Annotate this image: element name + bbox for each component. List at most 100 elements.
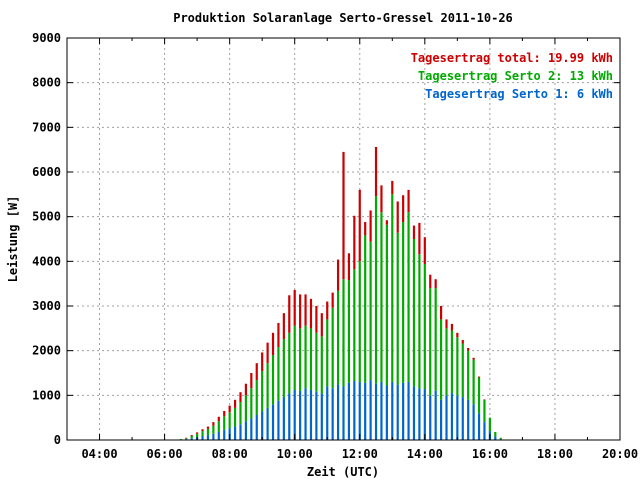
bar-serto-2	[320, 336, 323, 394]
bar-total	[326, 301, 329, 320]
bar-total	[385, 220, 388, 225]
y-tick-label: 3000	[32, 299, 61, 313]
bar-serto-2	[477, 377, 481, 414]
bar-serto-1	[304, 388, 307, 440]
bar-serto-2	[309, 328, 313, 390]
bar-total	[190, 435, 193, 436]
bar-serto-1	[277, 400, 280, 440]
bar-total	[266, 342, 269, 364]
y-tick-label: 9000	[32, 31, 61, 45]
bar-total	[483, 399, 486, 400]
bar-serto-1	[396, 384, 399, 440]
bar-serto-1	[385, 385, 388, 440]
bar-serto-1	[369, 380, 372, 440]
bar-serto-2	[402, 222, 405, 383]
bar-serto-1	[434, 390, 437, 440]
bar-serto-1	[439, 399, 443, 440]
x-tick-label: 06:00	[147, 447, 183, 461]
bar-total	[358, 189, 361, 262]
bar-total	[418, 222, 421, 255]
bar-total	[434, 279, 437, 289]
bar-total	[477, 376, 481, 378]
x-axis-label: Zeit (UTC)	[307, 465, 379, 479]
bar-total	[196, 432, 199, 434]
bar-serto-1	[402, 382, 405, 440]
bar-serto-2	[488, 417, 491, 432]
bar-total	[429, 274, 432, 289]
bar-serto-2	[266, 363, 269, 408]
bar-serto-1	[223, 429, 226, 440]
bar-serto-2	[467, 350, 470, 400]
bar-serto-1	[206, 435, 210, 440]
bar-serto-2	[239, 402, 242, 425]
bar-serto-2	[385, 224, 388, 386]
bars	[179, 146, 502, 441]
bar-serto-1	[271, 404, 275, 440]
y-tick-label: 7000	[32, 120, 61, 134]
bar-total	[288, 295, 291, 333]
bar-total	[261, 352, 264, 372]
bar-serto-2	[288, 332, 291, 394]
x-tick-label: 20:00	[602, 447, 638, 461]
y-tick-label: 1000	[32, 388, 61, 402]
bar-serto-2	[336, 290, 340, 385]
chart-title: Produktion Solaranlage Serto-Gressel 201…	[173, 11, 513, 25]
bar-serto-2	[445, 328, 448, 396]
y-tick-label: 4000	[32, 254, 61, 268]
bar-serto-1	[255, 414, 258, 440]
bar-serto-2	[277, 347, 280, 401]
bar-serto-2	[282, 339, 285, 398]
x-tick-label: 04:00	[81, 447, 117, 461]
bar-serto-2	[499, 437, 502, 440]
bar-total	[239, 392, 242, 403]
bar-serto-1	[201, 435, 204, 440]
bar-serto-1	[282, 397, 285, 440]
bar-total	[320, 313, 323, 337]
bar-total	[461, 339, 464, 344]
bar-serto-1	[353, 381, 356, 440]
bar-total	[336, 259, 340, 291]
bar-serto-1	[450, 393, 454, 440]
bar-total	[244, 383, 248, 396]
plot-frame	[66, 37, 621, 441]
legend-serto-2: Tagesertrag Serto 2: 13 kWh	[418, 69, 613, 83]
bar-serto-2	[358, 261, 361, 382]
bar-serto-2	[293, 325, 296, 390]
bar-serto-1	[358, 381, 361, 440]
bar-serto-2	[450, 330, 454, 394]
x-tick-label: 16:00	[472, 447, 508, 461]
bar-serto-1	[261, 411, 264, 440]
bar-total	[185, 437, 188, 439]
bar-serto-2	[299, 328, 302, 391]
bar-total	[364, 222, 367, 236]
bar-serto-2	[212, 425, 215, 434]
bar-total	[412, 225, 416, 239]
bar-serto-2	[315, 332, 318, 392]
bar-serto-2	[326, 319, 329, 387]
x-tick-label: 14:00	[407, 447, 443, 461]
bar-total	[374, 146, 378, 197]
bar-serto-1	[293, 389, 296, 440]
bar-total	[223, 410, 226, 417]
bar-serto-1	[347, 382, 351, 440]
bar-serto-1	[374, 383, 378, 440]
bar-serto-1	[472, 404, 475, 440]
bar-serto-2	[364, 235, 367, 383]
bar-serto-1	[407, 381, 410, 440]
x-tick-label: 10:00	[277, 447, 313, 461]
bar-serto-2	[380, 212, 383, 382]
bar-serto-1	[477, 413, 481, 440]
bar-serto-2	[374, 196, 378, 384]
bar-serto-1	[250, 418, 253, 440]
bar-total	[299, 294, 302, 329]
legend-total: Tagesertrag total: 19.99 kWh	[411, 51, 613, 65]
bar-serto-1	[266, 407, 269, 440]
bar-serto-2	[434, 288, 437, 391]
y-tick-label: 5000	[32, 210, 61, 224]
bar-total	[233, 399, 237, 408]
y-axis-label: Leistung [W]	[6, 196, 20, 283]
x-tick-label: 12:00	[342, 447, 378, 461]
bar-serto-2	[223, 416, 226, 430]
bar-serto-2	[494, 431, 497, 437]
